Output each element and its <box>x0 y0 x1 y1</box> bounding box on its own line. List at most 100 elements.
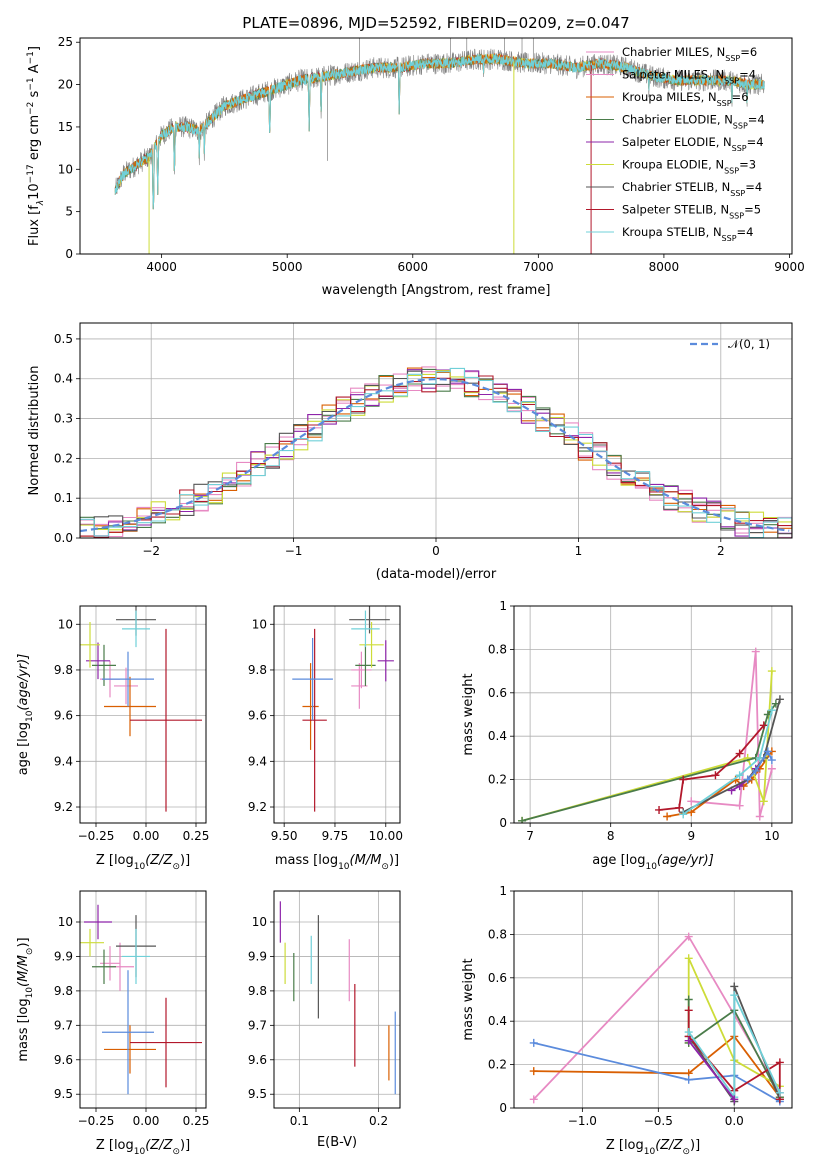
y-tick-label: 25 <box>58 35 73 49</box>
y-axis-label-part: mass [log <box>16 998 31 1061</box>
x-axis-label-part: (M/M <box>350 853 382 868</box>
weight-marker <box>518 816 527 823</box>
legend-nssp: 4 <box>746 225 753 239</box>
legend-eq: = <box>740 45 750 59</box>
errorbar-point <box>122 928 150 984</box>
x-axis-label: E(B-V) <box>317 1135 357 1150</box>
x-axis-label-part: ⊙ <box>172 1147 180 1157</box>
y-tick-label: 9.6 <box>248 709 267 723</box>
y-axis-label-part: erg cm <box>27 115 42 164</box>
x-axis-label: (data-model)/error <box>376 567 497 582</box>
y-axis-label-text: mass weight <box>461 958 476 1040</box>
y-axis-label-part: 10 <box>25 710 35 722</box>
x-axis-label: wavelength [Angstrom, rest frame] <box>322 283 551 298</box>
y-tick-label: 0.4 <box>488 729 507 743</box>
weight-marker <box>751 647 760 656</box>
legend-model: Kroupa ELODIE, <box>622 158 715 172</box>
weight-marker <box>775 1058 784 1067</box>
y-axis-label-part: Flux [f <box>27 205 42 246</box>
legend-ssp: SSP <box>730 189 745 198</box>
errorbar-point <box>114 667 138 705</box>
legend-eq: = <box>739 158 749 172</box>
y-axis-label-part: (age/yr)] <box>16 654 31 711</box>
axis-frame <box>513 605 793 824</box>
y-tick-label: 9.5 <box>248 1087 267 1101</box>
x-tick-label: 0.25 <box>183 1114 210 1128</box>
y-axis-label-part: s <box>27 90 42 101</box>
weight-marker <box>775 1088 784 1097</box>
legend-eq: = <box>745 180 755 194</box>
legend-nssp: 5 <box>754 203 761 217</box>
x-axis-label: Z [log10(Z/Z⊙)] <box>96 1138 190 1157</box>
x-tick-label: 9.50 <box>271 829 298 843</box>
legend-eq: = <box>744 203 754 217</box>
y-axis-label-text: Flux [fλ10−17 erg cm−2 s−1 A−1] <box>26 46 46 246</box>
x-axis-label-part: 10 <box>134 1147 146 1157</box>
legend-nssp: 4 <box>756 135 763 149</box>
y-tick-label: 20 <box>58 78 73 92</box>
x-axis-label-part: Z [log <box>606 1138 644 1153</box>
y-tick-label: 9.9 <box>54 949 73 963</box>
spectrum-panel: PLATE=0896, MJD=52592, FIBERID=0209, z=0… <box>26 14 805 298</box>
axis-frame <box>79 37 793 255</box>
x-axis-label-part: )] <box>389 853 399 868</box>
y-tick-label: 0.3 <box>54 412 73 426</box>
y-axis-label: Flux [fλ10−17 erg cm−2 s−1 A−1] <box>26 46 46 246</box>
y-axis-label-part: −1 <box>26 77 36 90</box>
legend-ssp: SSP <box>733 121 748 130</box>
y-tick-label: 0.1 <box>54 491 73 505</box>
x-axis-label-text: Z [log10(Z/Z⊙)] <box>96 1138 190 1157</box>
y-tick-label: 9.2 <box>248 800 267 814</box>
y-axis-label-part: −17 <box>26 164 36 183</box>
spectrum-data-line <box>114 48 765 210</box>
legend-ssp: SSP <box>724 76 739 85</box>
x-tick-label: −0.25 <box>78 1114 115 1128</box>
x-tick-label: −0.25 <box>78 829 115 843</box>
errorbar-point <box>355 644 376 686</box>
x-tick-label: −1.0 <box>568 1114 597 1128</box>
errorbar-point <box>351 610 380 648</box>
legend-eq: = <box>737 225 747 239</box>
weight-marker <box>679 775 688 784</box>
x-tick-label: 0.00 <box>133 1114 160 1128</box>
y-axis-label-part: ⊙ <box>25 948 35 956</box>
legend-eq: = <box>748 113 758 127</box>
legend-label: Chabrier ELODIE, NSSP=4 <box>622 113 765 131</box>
y-tick-label: 0.2 <box>488 1058 507 1072</box>
x-tick-label: 10.00 <box>369 829 403 843</box>
weight-marker <box>529 1067 538 1076</box>
legend-ssp: SSP <box>732 144 747 153</box>
legend-n: N <box>722 180 731 194</box>
x-axis-label-text: age [log10(age/yr)] <box>592 853 714 872</box>
errorbar-point <box>92 949 116 984</box>
y-axis-label-part: 10 <box>25 987 35 999</box>
y-tick-label: 9.6 <box>54 709 73 723</box>
y-tick-label: 9.8 <box>54 984 73 998</box>
legend-model: Kroupa MILES, <box>622 90 708 104</box>
residuals-panel: −2 −1 0 1 2 0.0 0.1 0.2 0.3 0.4 0.5 𝒩(0, 1) (data-mo… <box>27 322 793 582</box>
legend-model: Chabrier STELIB, <box>622 180 722 194</box>
legend-nssp: 4 <box>749 68 756 82</box>
y-tick-label: 0.4 <box>54 372 73 386</box>
weight-marker <box>684 954 693 963</box>
weight-marker <box>663 812 672 821</box>
weight-marker <box>775 695 784 704</box>
weight-marker <box>675 803 684 812</box>
y-tick-label: 0.0 <box>54 531 73 545</box>
y-axis-label-text: age [log10(age/yr)] <box>16 654 35 776</box>
weight-marker <box>767 764 776 773</box>
weight-marker <box>767 667 776 676</box>
y-tick-label: 9.8 <box>248 984 267 998</box>
y-tick-label: 10 <box>58 617 73 631</box>
y-tick-label: 1 <box>499 884 507 898</box>
x-tick-label: 9.75 <box>322 829 349 843</box>
age-vs-z-plot-area <box>80 606 202 812</box>
y-tick-label: 9.9 <box>248 949 267 963</box>
y-tick-label: 5 <box>65 205 73 219</box>
legend-ssp: SSP <box>722 234 737 243</box>
mass-vs-ebv-panel: 0.1 0.2 9.5 9.6 9.7 9.8 9.9 10 E(B-V) <box>248 890 401 1150</box>
chart-title: PLATE=0896, MJD=52592, FIBERID=0209, z=0… <box>242 14 629 32</box>
